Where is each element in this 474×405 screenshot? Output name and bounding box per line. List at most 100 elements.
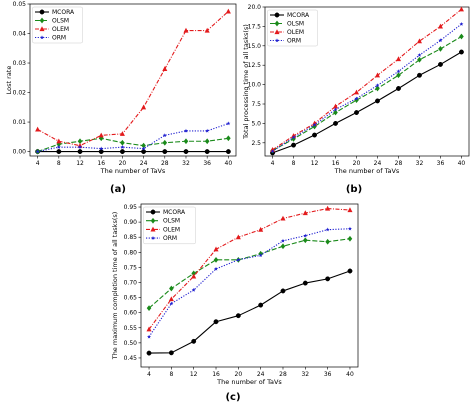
- data-point: [302, 280, 308, 286]
- data-point: [77, 138, 83, 145]
- legend-label: OLSM: [287, 21, 304, 28]
- series-line: [272, 51, 462, 154]
- data-point: [280, 215, 286, 221]
- data-point: [333, 107, 338, 112]
- y-tick-label: 12.5: [248, 62, 262, 69]
- x-tick-label: 24: [374, 160, 382, 167]
- x-tick-label: 32: [182, 160, 190, 167]
- legend-swatch-marker: [151, 236, 155, 240]
- y-tick-label: 0.85: [124, 234, 138, 241]
- y-tick-label: 5.0: [251, 120, 261, 127]
- series-orm: [270, 21, 464, 154]
- data-point: [191, 270, 196, 277]
- x-tick-label: 36: [437, 160, 445, 167]
- y-tick-label: 0.45: [124, 355, 138, 362]
- series-line: [37, 137, 229, 153]
- legend-swatch-marker: [150, 217, 156, 224]
- data-point: [119, 149, 125, 155]
- data-point: [303, 233, 308, 238]
- legend-swatch-marker: [274, 20, 280, 27]
- data-point: [280, 238, 285, 243]
- data-point: [354, 110, 359, 115]
- data-point: [438, 46, 443, 52]
- data-point: [213, 256, 219, 263]
- x-tick-label: 28: [161, 160, 169, 167]
- data-point: [204, 27, 210, 33]
- data-point: [347, 207, 353, 213]
- legend-label: OLSM: [52, 18, 69, 25]
- y-tick-label: 0.55: [124, 325, 138, 332]
- data-point: [280, 243, 286, 250]
- data-point: [325, 227, 330, 232]
- series-mcora: [270, 49, 464, 156]
- x-tick-label: 4: [147, 371, 151, 378]
- y-tick-label: 0.50: [124, 340, 138, 347]
- legend-swatch-marker: [275, 38, 279, 43]
- x-tick-label: 40: [225, 160, 233, 167]
- y-tick-label: 0.60: [124, 310, 138, 317]
- data-point: [141, 146, 146, 151]
- y-tick-label: 0.70: [124, 279, 138, 286]
- legend-swatch-marker: [39, 17, 45, 24]
- series-line: [149, 270, 351, 354]
- series-orm: [35, 121, 231, 154]
- data-point: [458, 49, 464, 55]
- x-tick-label: 36: [324, 371, 332, 378]
- plot-frame: [29, 3, 237, 157]
- y-tick-label: 0.95: [124, 204, 138, 211]
- y-tick-label: 0.75: [124, 264, 138, 271]
- y-axis-label: Total processing time of all tasks(s): [242, 24, 250, 140]
- y-axis-label: Lost rate: [5, 66, 13, 95]
- data-point: [417, 72, 422, 78]
- x-tick-label: 16: [97, 160, 105, 167]
- x-tick-label: 28: [395, 160, 403, 167]
- data-point: [35, 126, 41, 132]
- data-point: [191, 287, 196, 292]
- data-point: [347, 268, 353, 274]
- legend-box: [143, 206, 196, 245]
- data-point: [459, 33, 464, 40]
- legend-swatch-marker: [150, 209, 156, 215]
- data-point: [312, 132, 317, 138]
- data-point: [225, 149, 231, 155]
- x-tick-label: 36: [203, 160, 211, 167]
- plot-frame: [264, 6, 470, 157]
- data-point: [35, 149, 40, 154]
- data-point: [333, 120, 338, 126]
- chart-panel-3: 4 8 12 16 20 24 28 32 36 40 0.45 0.50 0.55 0.60 0.65 0.…: [111, 203, 359, 403]
- data-point: [416, 38, 422, 44]
- data-point: [291, 135, 296, 140]
- chart-panel-1: 4 8 12 16 20 24 28 32 36 40 0.00 0.01 0.02 0.03 0.04 0.…: [5, 1, 237, 195]
- series-line: [148, 228, 350, 338]
- series-line: [272, 23, 462, 152]
- data-point: [375, 98, 380, 104]
- data-point: [226, 135, 231, 142]
- series-mcora: [35, 149, 231, 155]
- data-point: [235, 234, 241, 240]
- data-point: [162, 149, 168, 155]
- data-point: [396, 69, 401, 74]
- data-point: [191, 273, 197, 279]
- x-axis-label: The number of TaVs: [100, 167, 166, 175]
- data-point: [226, 121, 231, 126]
- legend-box: [32, 6, 83, 44]
- data-point: [325, 238, 330, 245]
- data-point: [213, 246, 219, 252]
- data-point: [141, 142, 146, 149]
- series-mcora: [146, 268, 353, 356]
- data-point: [347, 226, 352, 231]
- data-point: [258, 226, 264, 232]
- x-tick-label: 12: [76, 160, 84, 167]
- data-point: [270, 149, 275, 154]
- data-point: [438, 38, 443, 43]
- y-tick-label: 10.0: [248, 82, 262, 89]
- y-tick-label: 0.04: [13, 31, 27, 38]
- legend-label: MCORA: [52, 9, 75, 16]
- data-point: [374, 72, 381, 78]
- data-point: [169, 285, 174, 292]
- data-point: [141, 149, 147, 155]
- x-tick-label: 8: [57, 160, 61, 167]
- series-orm: [147, 226, 352, 339]
- legend-swatch-marker: [150, 226, 156, 232]
